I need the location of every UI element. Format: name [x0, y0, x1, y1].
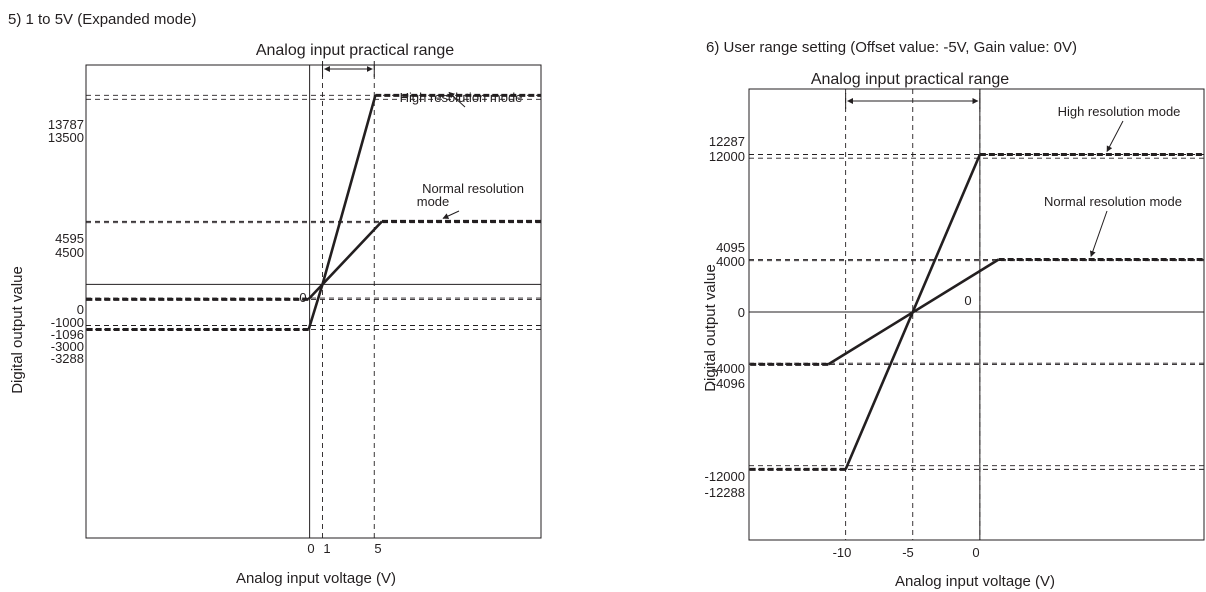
y-tick-label: -3288 [51, 351, 84, 366]
series-line-normal-resolution [307, 220, 383, 301]
legend-normal-resolution: Normal resolution mode [1044, 194, 1182, 209]
x-tick-label: 5 [374, 541, 381, 556]
legend-normal-resolution: Normal resolution mode [417, 181, 524, 209]
y-tick-label: 13787 [48, 117, 84, 132]
y-tick-label: 4095 [716, 240, 745, 255]
y-tick-label: 4595 [55, 231, 84, 246]
callout-arrow [442, 210, 460, 219]
y-tick-label: 4000 [716, 254, 745, 269]
y-tick-label: -12000 [705, 469, 745, 484]
y-tick-label: 12000 [709, 149, 745, 164]
origin-label: 0 [299, 290, 306, 305]
y-axis-label: Digital output value [702, 264, 719, 392]
callout-arrow [1106, 120, 1124, 153]
callout-arrow [448, 91, 466, 108]
practical-range-label: Analog input practical range [256, 42, 454, 59]
x-axis-label: Analog input voltage (V) [236, 570, 396, 587]
plot-frame [748, 88, 1205, 541]
chart-title: 6) User range setting (Offset value: -5V… [706, 39, 1077, 56]
y-tick-label: 13500 [48, 130, 84, 145]
x-tick-label: 1 [323, 541, 330, 556]
x-tick-label: -10 [833, 545, 852, 560]
chart-title: 5) 1 to 5V (Expanded mode) [8, 11, 196, 28]
x-axis-label: Analog input voltage (V) [895, 573, 1055, 590]
y-tick-label: -4000 [712, 361, 745, 376]
chart-expanded-mode: 5) 1 to 5V (Expanded mode) Analog input … [8, 11, 542, 587]
series-line-high-resolution [307, 94, 377, 330]
practical-range-label: Analog input practical range [811, 71, 1009, 88]
callout-arrow [1089, 210, 1108, 258]
y-tick-label: -1000 [51, 315, 84, 330]
plot-frame [85, 64, 542, 539]
legend-high-resolution: High resolution mode [1058, 104, 1181, 119]
y-tick-label: -1096 [51, 327, 84, 342]
legend-high-resolution: High resolution mode [400, 90, 523, 105]
chart-user-range-setting: 6) User range setting (Offset value: -5V… [702, 39, 1205, 590]
y-tick-label: -12288 [705, 485, 745, 500]
x-tick-label: -5 [902, 545, 914, 560]
series-line-normal-resolution [827, 258, 1000, 366]
x-tick-label: 0 [972, 545, 979, 560]
y-tick-label: 12287 [709, 134, 745, 149]
y-axis-label: Digital output value [9, 266, 26, 394]
y-tick-label: -3000 [51, 339, 84, 354]
y-tick-label: 0 [738, 305, 745, 320]
y-tick-label: 4500 [55, 245, 84, 260]
x-tick-label: 0 [307, 541, 314, 556]
y-tick-label: -4096 [712, 376, 745, 391]
y-tick-label: 0 [77, 302, 84, 317]
origin-label: 0 [964, 293, 971, 308]
